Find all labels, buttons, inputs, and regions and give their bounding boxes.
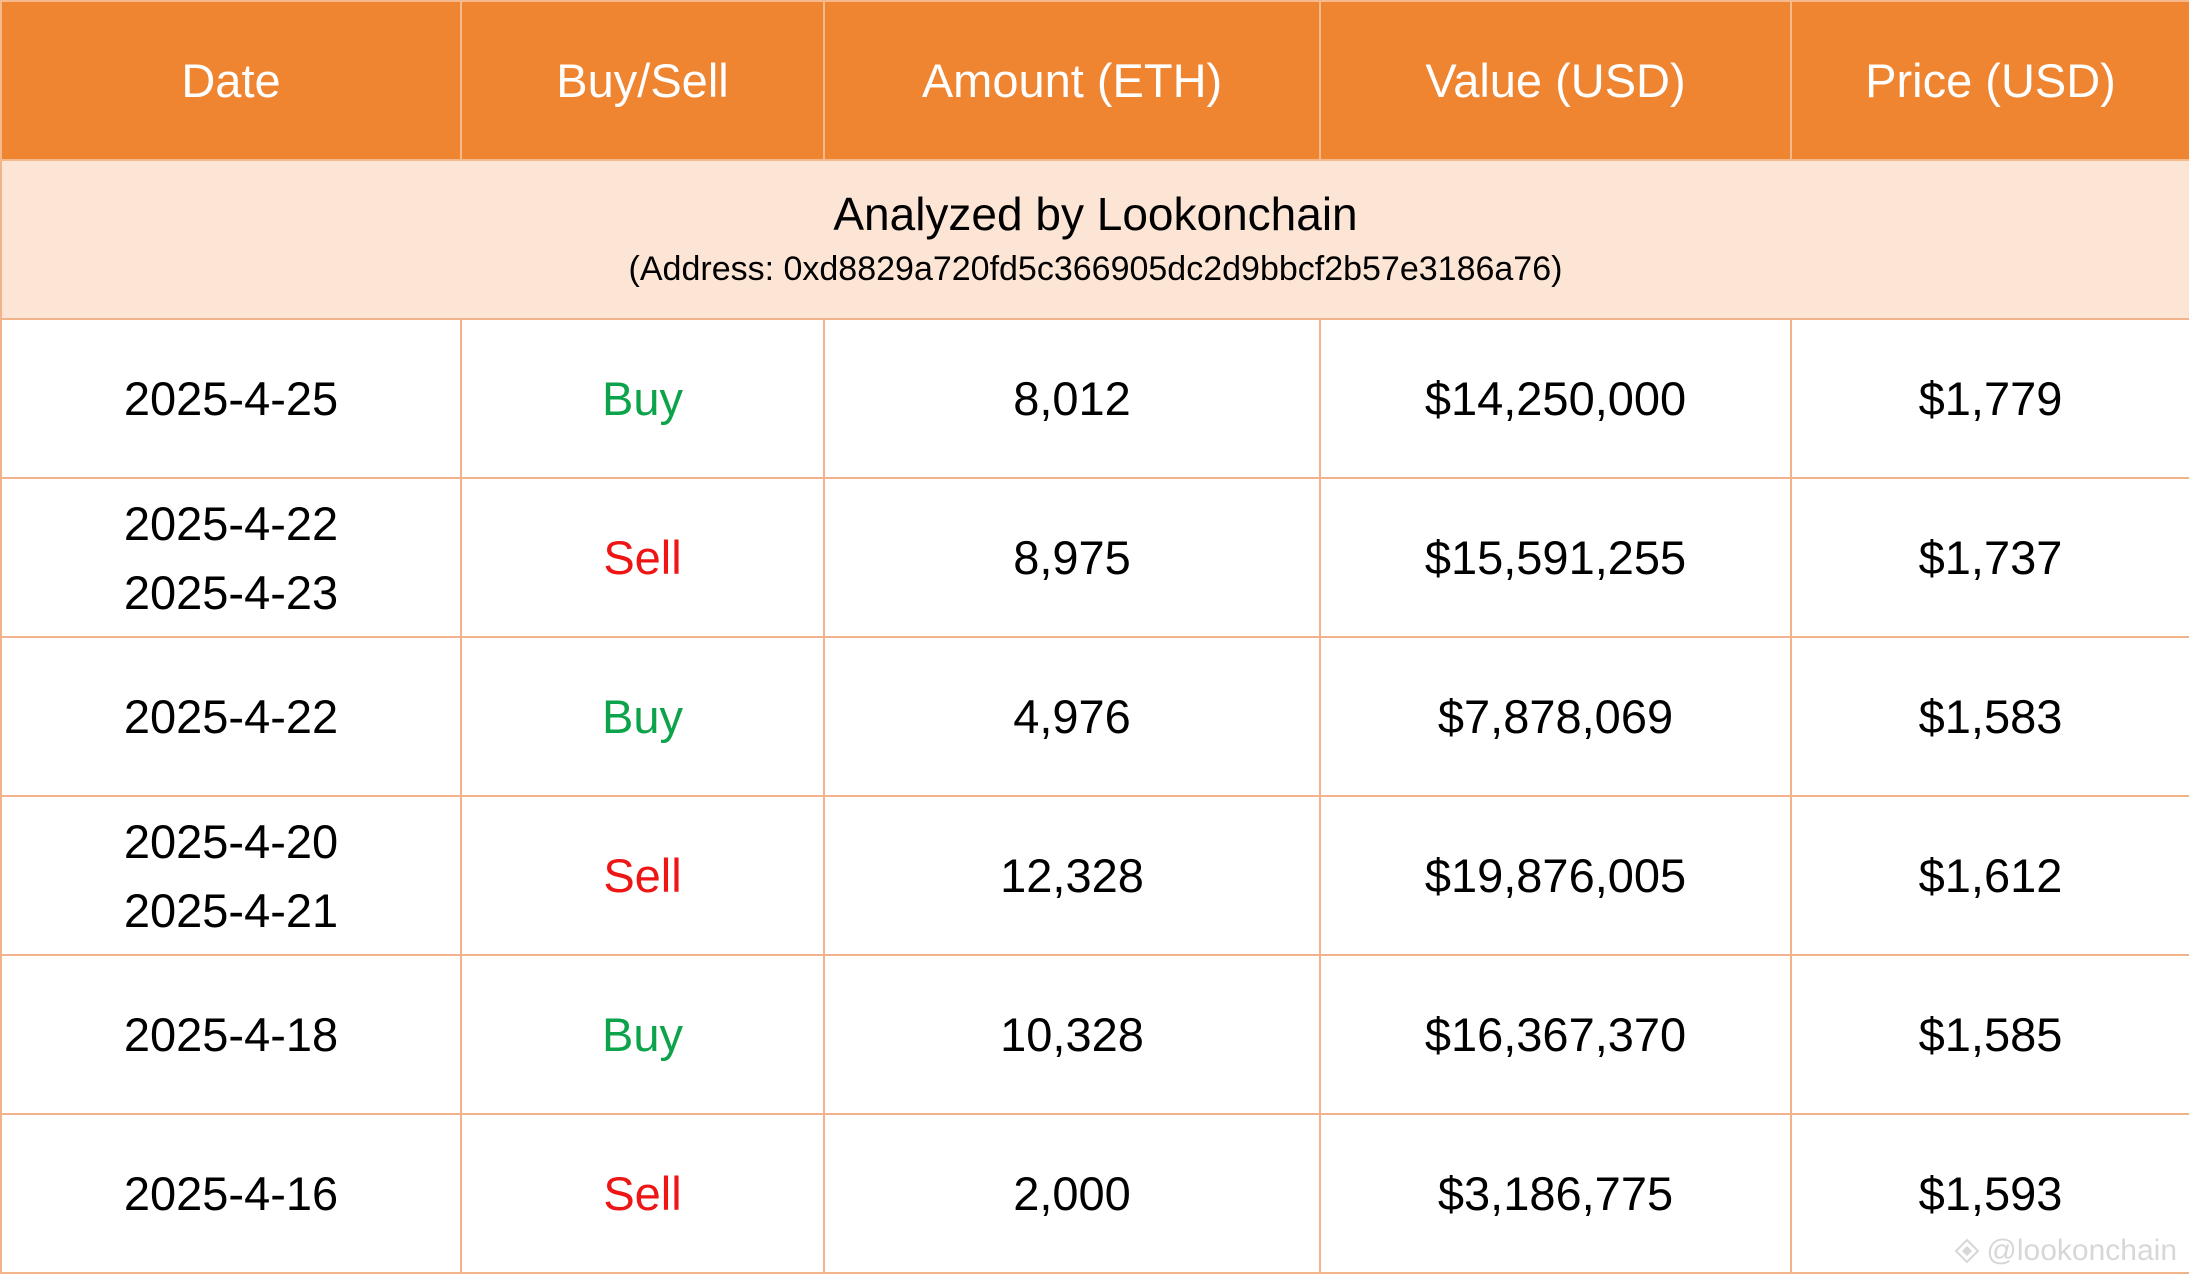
amount-cell: 4,976 — [823, 636, 1321, 797]
value-cell: $3,186,775 — [1319, 1113, 1792, 1274]
subheader-row: Analyzed by Lookonchain (Address: 0xd882… — [0, 159, 2189, 320]
watermark: @lookonchain — [1954, 1234, 2177, 1268]
table-row: 2025-4-16 Sell 2,000 $3,186,775 $1,593 — [0, 1113, 2189, 1274]
header-buy-sell: Buy/Sell — [460, 0, 825, 161]
price-cell: $1,593 — [1790, 1113, 2189, 1274]
date-value: 2025-4-22 — [123, 690, 339, 743]
buy-sell-cell: Buy — [460, 954, 825, 1115]
price-cell: $1,737 — [1790, 477, 2189, 638]
amount-cell: 8,975 — [823, 477, 1321, 638]
amount-cell: 8,012 — [823, 318, 1321, 479]
price-cell: $1,583 — [1790, 636, 2189, 797]
table-row: 2025-4-20 2025-4-21 Sell 12,328 $19,876,005 $… — [0, 795, 2189, 956]
date-cell: 2025-4-25 — [0, 318, 462, 479]
date-value: 2025-4-23 — [123, 565, 339, 619]
buy-sell-cell: Sell — [460, 1113, 825, 1274]
date-cell: 2025-4-16 — [0, 1113, 462, 1274]
date-value: 2025-4-25 — [123, 372, 339, 425]
price-cell: $1,779 — [1790, 318, 2189, 479]
value-cell: $15,591,255 — [1319, 477, 1792, 638]
header-price: Price (USD) — [1790, 0, 2189, 161]
amount-cell: 2,000 — [823, 1113, 1321, 1274]
header-row: Date Buy/Sell Amount (ETH) Value (USD) P… — [0, 0, 2189, 161]
date-cell: 2025-4-18 — [0, 954, 462, 1115]
date-value: 2025-4-18 — [123, 1008, 339, 1061]
date-value: 2025-4-16 — [123, 1167, 339, 1220]
header-value: Value (USD) — [1319, 0, 1792, 161]
buy-sell-cell: Buy — [460, 636, 825, 797]
table-row: 2025-4-22 2025-4-23 Sell 8,975 $15,591,255 $1… — [0, 477, 2189, 638]
buy-sell-cell: Sell — [460, 795, 825, 956]
value-cell: $19,876,005 — [1319, 795, 1792, 956]
watermark-text: @lookonchain — [1986, 1234, 2177, 1267]
table-row: 2025-4-18 Buy 10,328 $16,367,370 $1,585 — [0, 954, 2189, 1115]
date-value: 2025-4-21 — [123, 883, 339, 937]
price-cell: $1,612 — [1790, 795, 2189, 956]
header-amount: Amount (ETH) — [823, 0, 1321, 161]
date-value: 2025-4-22 — [123, 496, 339, 550]
value-cell: $16,367,370 — [1319, 954, 1792, 1115]
buy-sell-cell: Buy — [460, 318, 825, 479]
lookonchain-logo-icon — [1955, 1238, 1980, 1264]
header-date: Date — [0, 0, 462, 161]
amount-cell: 12,328 — [823, 795, 1321, 956]
value-cell: $14,250,000 — [1319, 318, 1792, 479]
value-cell: $7,878,069 — [1319, 636, 1792, 797]
table-row: 2025-4-25 Buy 8,012 $14,250,000 $1,779 — [0, 318, 2189, 479]
date-cell: 2025-4-20 2025-4-21 — [0, 795, 462, 956]
subheader-address: (Address: 0xd8829a720fd5c366905dc2d9bbcf… — [628, 249, 1563, 288]
amount-cell: 10,328 — [823, 954, 1321, 1115]
subheader-cell: Analyzed by Lookonchain (Address: 0xd882… — [0, 159, 2189, 320]
table-row: 2025-4-22 Buy 4,976 $7,878,069 $1,583 — [0, 636, 2189, 797]
buy-sell-cell: Sell — [460, 477, 825, 638]
date-value: 2025-4-20 — [123, 814, 339, 868]
date-cell: 2025-4-22 — [0, 636, 462, 797]
date-cell: 2025-4-22 2025-4-23 — [0, 477, 462, 638]
price-cell: $1,585 — [1790, 954, 2189, 1115]
subheader-title: Analyzed by Lookonchain — [833, 187, 1358, 240]
